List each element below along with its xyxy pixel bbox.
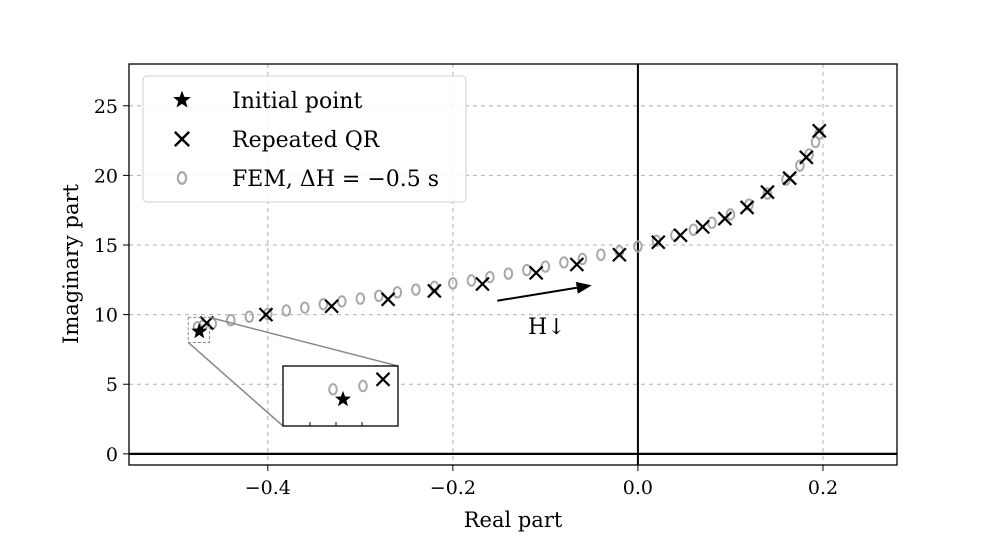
- legend-entry: Initial point: [173, 89, 362, 114]
- data-point-fem: [328, 383, 338, 396]
- data-point-qr: [258, 307, 274, 322]
- data-point-qr: [697, 353, 710, 366]
- data-point-fem: [633, 240, 643, 253]
- reference-lines: [129, 64, 897, 465]
- data-point-qr: [612, 247, 627, 263]
- data-point-fem: [688, 223, 699, 236]
- data-point-fem: [466, 274, 477, 287]
- data-point-fem: [411, 283, 421, 296]
- data-point-qr: [324, 298, 339, 314]
- y-tick-label: 10: [94, 305, 118, 327]
- data-point-fem: [337, 295, 347, 308]
- x-axis-label: Real part: [464, 508, 563, 532]
- series-x: [199, 123, 827, 331]
- data-point-qr: [199, 315, 215, 331]
- data-point-fem: [795, 159, 805, 172]
- ticks: −0.4 −0.2 0.0 0.2 0 5 10 15 20 25: [94, 96, 838, 499]
- data-point-fem: [809, 344, 817, 354]
- data-point-fem: [448, 277, 458, 290]
- legend-label: Repeated QR: [232, 128, 381, 153]
- data-point-qr: [811, 123, 827, 139]
- data-point-qr: [427, 283, 442, 299]
- data-point-qr: [799, 150, 814, 165]
- data-point-fem: [559, 256, 569, 269]
- annotation: H↓: [497, 281, 592, 340]
- data-point-qr: [475, 276, 490, 292]
- data-point-fem: [355, 292, 366, 305]
- x-tick-label: −0.4: [245, 477, 291, 499]
- data-point-fem: [485, 270, 495, 284]
- data-point-initial: [334, 390, 352, 407]
- data-point-qr: [782, 170, 797, 186]
- data-point-fem: [707, 216, 717, 229]
- data-point-fem: [909, 337, 917, 347]
- data-point-fem: [577, 252, 588, 266]
- data-point-fem: [300, 301, 310, 314]
- legend-label: FEM, ΔH = −0.5 s: [232, 167, 439, 192]
- data-point-fem: [709, 352, 717, 362]
- inset-source-rect: [187, 316, 211, 343]
- y-tick-label: 5: [106, 374, 118, 396]
- series-layer: [191, 123, 827, 339]
- data-point-fem: [509, 367, 517, 377]
- y-tick-label: 15: [94, 235, 118, 257]
- data-point-initial: [173, 90, 191, 108]
- legend-entry: FEM, ΔH = −0.5 s: [176, 167, 439, 192]
- annotation-arrow-head: [575, 281, 592, 294]
- data-point-fem: [176, 171, 188, 185]
- data-point-fem: [281, 304, 292, 317]
- annotation-arrow-shaft: [497, 286, 578, 302]
- data-point-fem: [596, 248, 606, 261]
- x-tick-label: 0.2: [808, 477, 838, 499]
- series-star: [191, 322, 208, 339]
- x-tick-label: 0.0: [623, 477, 653, 499]
- data-point-qr: [695, 219, 710, 235]
- plot-frame: [128, 63, 898, 466]
- data-point-qr: [173, 130, 191, 148]
- inset-connector: [209, 316, 399, 367]
- inset-connector: [187, 341, 284, 427]
- data-point-initial: [191, 322, 208, 339]
- y-axis-label: Imaginary part: [59, 183, 83, 344]
- data-point-qr: [739, 200, 755, 215]
- y-tick-label: 25: [94, 96, 118, 118]
- y-tick-label: 20: [94, 165, 118, 187]
- inset-box: [282, 365, 399, 427]
- data-point-fem: [503, 267, 514, 280]
- data-point-qr: [673, 227, 688, 243]
- inset-content: [328, 337, 917, 407]
- data-point-qr: [380, 292, 396, 307]
- data-point-fem: [522, 263, 532, 277]
- data-point-qr: [760, 184, 775, 200]
- x-tick-label: −0.2: [430, 477, 476, 499]
- legend-label: Initial point: [232, 89, 362, 114]
- data-point-qr: [717, 211, 733, 226]
- data-point-fem: [762, 187, 773, 200]
- data-point-qr: [650, 234, 666, 250]
- data-point-fem: [392, 286, 403, 299]
- y-tick-label: 0: [106, 444, 118, 466]
- data-point-qr: [375, 372, 391, 387]
- data-point-qr: [528, 265, 544, 281]
- data-point-fem: [318, 297, 329, 311]
- data-point-fem: [609, 359, 617, 369]
- legend: Initial point Repeated QR FEM, ΔH = −0.5 s: [142, 75, 467, 203]
- annotation-label: H↓: [528, 315, 566, 340]
- legend-box: [142, 75, 467, 203]
- inset: [187, 316, 917, 427]
- data-point-fem: [725, 208, 736, 221]
- data-point-fem: [358, 379, 368, 393]
- legend-entry: Repeated QR: [173, 128, 381, 153]
- data-point-fem: [374, 289, 384, 303]
- data-point-fem: [244, 310, 255, 323]
- data-point-qr: [569, 257, 585, 272]
- data-point-fem: [225, 313, 236, 327]
